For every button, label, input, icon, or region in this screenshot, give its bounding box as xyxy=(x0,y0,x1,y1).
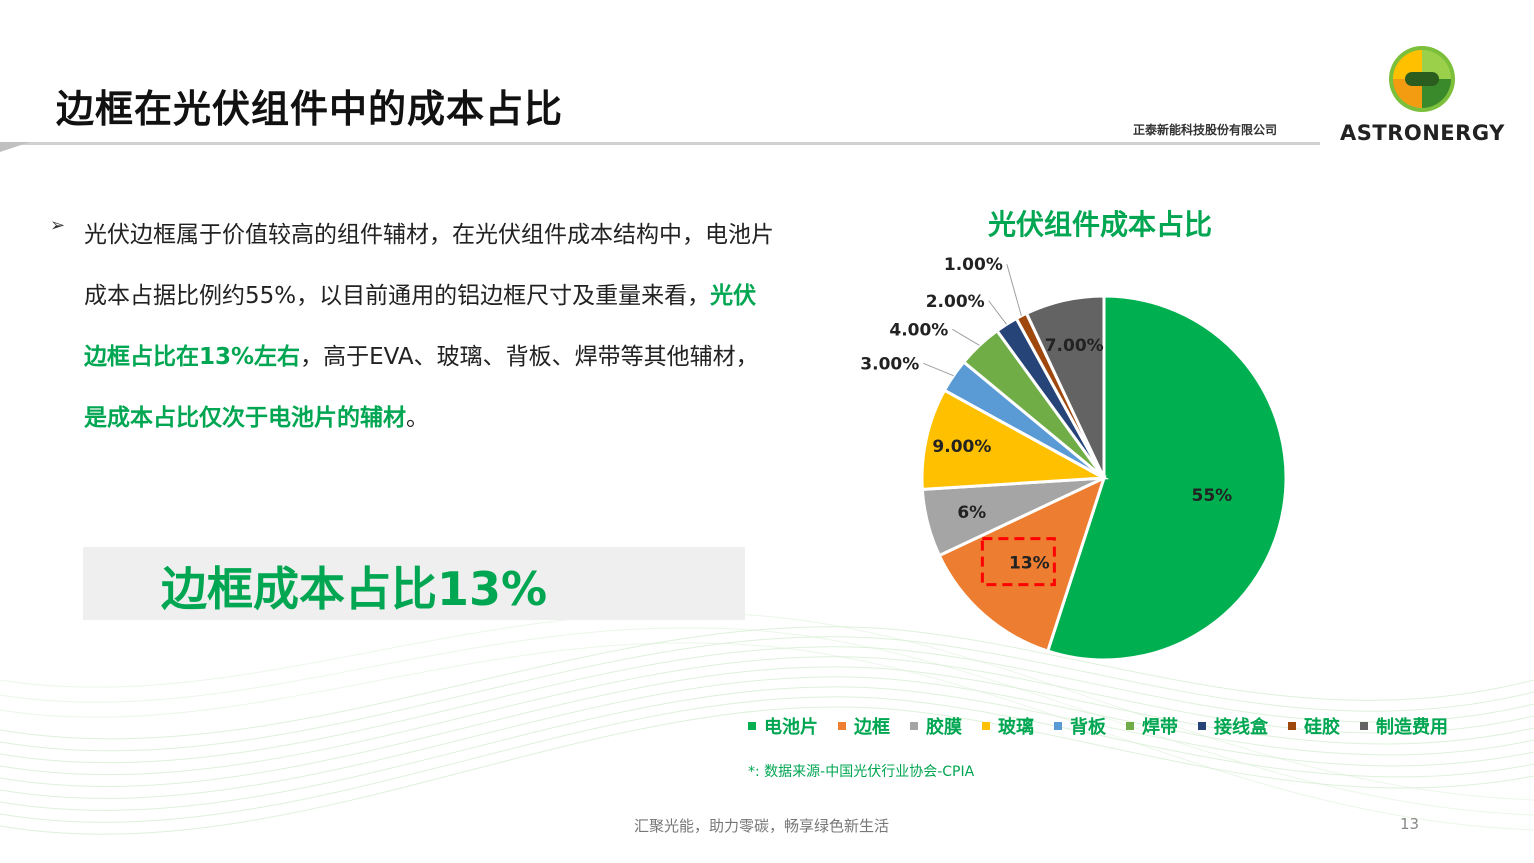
legend-label: 边框 xyxy=(854,717,890,738)
data-source-note: *: 数据来源-中国光伏行业协会-CPIA xyxy=(748,764,975,780)
pie-leader-line-7 xyxy=(988,300,1007,325)
callout-text: 边框成本占比13% xyxy=(160,562,548,616)
legend-item: 背板 xyxy=(1054,713,1106,739)
legend-item: 焊带 xyxy=(1126,713,1178,739)
arrow-bullet-icon: ➢ xyxy=(50,215,66,236)
legend-label: 背板 xyxy=(1070,717,1106,738)
legend-item: 硅胶 xyxy=(1288,713,1340,739)
company-name: 正泰新能科技股份有限公司 xyxy=(1133,123,1278,137)
legend-swatch xyxy=(1360,722,1368,730)
legend-swatch xyxy=(1198,722,1206,730)
footer-slogan: 汇聚光能，助力零碳，畅享绿色新生活 xyxy=(634,817,890,835)
legend-swatch xyxy=(1288,722,1296,730)
pie-label-3: 6% xyxy=(957,503,986,523)
legend-item: 接线盒 xyxy=(1198,713,1268,739)
highlight-box xyxy=(980,537,1056,587)
pie-chart: 55% 13% 6% 9.00% 3.00% 4.00% 2.00% 1.00% 7.00% xyxy=(860,255,1288,662)
legend-swatch xyxy=(748,722,756,730)
legend-item: 玻璃 xyxy=(982,713,1034,739)
legend-label: 电池片 xyxy=(764,717,818,738)
pie-leader-line-8 xyxy=(1006,264,1022,316)
legend-label: 玻璃 xyxy=(998,717,1034,738)
legend-swatch xyxy=(910,722,918,730)
pie-label-2: 13% xyxy=(1009,554,1050,574)
legend-swatch xyxy=(1126,722,1134,730)
para-part1: 光伏边框属于价值较高的组件辅材，在光伏组件成本结构中，电池片成本占据比例约55%… xyxy=(84,222,774,309)
pie-slice-9 xyxy=(1024,294,1106,479)
astronergy-logo-icon xyxy=(1389,46,1455,112)
legend-label: 制造费用 xyxy=(1376,717,1448,738)
pie-slice-2 xyxy=(937,475,1107,653)
pie-slice-1 xyxy=(1045,294,1288,662)
legend-swatch xyxy=(1054,722,1062,730)
background-waves xyxy=(0,612,1534,835)
pie-label-9: 7.00% xyxy=(1045,336,1104,356)
pie-label-7: 2.00% xyxy=(926,292,985,312)
legend-label: 接线盒 xyxy=(1214,717,1268,738)
legend-swatch xyxy=(982,722,990,730)
pie-label-6: 4.00% xyxy=(889,320,948,340)
pie-leader-line-6 xyxy=(952,328,980,346)
legend-item: 制造费用 xyxy=(1360,713,1448,739)
page-number: 13 xyxy=(1400,815,1420,833)
paragraph-text: 光伏边框属于价值较高的组件辅材，在光伏组件成本结构中，电池片成本占据比例约55%… xyxy=(84,205,774,449)
pie-slice-4 xyxy=(920,388,1110,492)
legend-item: 边框 xyxy=(838,713,890,739)
chart-legend: 电池片 边框 胶膜 玻璃 背板 焊带 接线盒 硅胶 制造费用 xyxy=(748,713,1468,739)
legend-item: 胶膜 xyxy=(910,713,962,739)
page-title: 边框在光伏组件中的成本占比 xyxy=(56,87,564,131)
pie-label-4: 9.00% xyxy=(932,437,991,457)
title-divider xyxy=(0,142,1320,145)
title-divider-accent xyxy=(0,142,30,152)
pie-label-5: 3.00% xyxy=(860,354,919,374)
para-part2: ，高于EVA、玻璃、背板、焊带等其他辅材， xyxy=(300,344,759,370)
legend-label: 胶膜 xyxy=(926,717,962,738)
pie-label-8: 1.00% xyxy=(944,255,1003,275)
para-end: 。 xyxy=(406,405,429,431)
brand-name: ASTRONERGY xyxy=(1340,121,1505,145)
legend-label: 焊带 xyxy=(1142,717,1178,738)
chart-title: 光伏组件成本占比 xyxy=(987,208,1212,241)
pie-leader-line-5 xyxy=(923,362,954,377)
callout-box: 边框成本占比13% xyxy=(83,547,745,620)
para-highlight-1: 光伏边框占比在13%左右 xyxy=(84,283,757,370)
legend-item: 电池片 xyxy=(748,713,818,739)
legend-swatch xyxy=(838,722,846,730)
legend-label: 硅胶 xyxy=(1304,717,1340,738)
para-highlight-2: 是成本占比仅次于电池片的辅材 xyxy=(84,405,406,431)
pie-label-1: 55% xyxy=(1192,486,1233,506)
